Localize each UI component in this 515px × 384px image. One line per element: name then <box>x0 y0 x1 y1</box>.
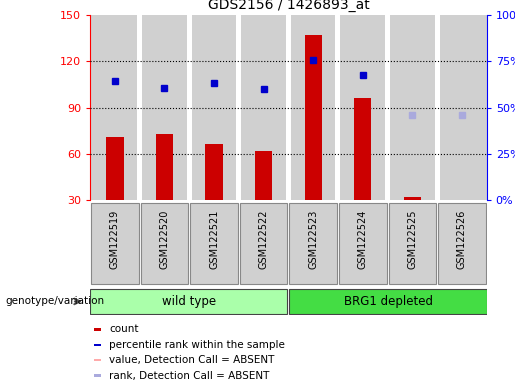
Bar <box>94 374 101 377</box>
Bar <box>437 15 487 200</box>
Bar <box>94 344 101 346</box>
Bar <box>289 290 487 313</box>
Text: value, Detection Call = ABSENT: value, Detection Call = ABSENT <box>109 355 274 365</box>
Bar <box>435 15 440 200</box>
Bar <box>140 15 189 200</box>
Bar <box>354 98 371 200</box>
Bar <box>189 15 239 200</box>
Bar <box>90 15 140 200</box>
Text: count: count <box>109 324 139 334</box>
Bar <box>255 151 272 200</box>
Bar <box>453 200 471 203</box>
Text: GSM122525: GSM122525 <box>407 210 417 269</box>
Bar <box>335 15 340 200</box>
Bar <box>106 137 124 200</box>
Bar <box>137 15 142 200</box>
Bar <box>286 15 291 200</box>
Bar <box>94 328 101 331</box>
Bar <box>288 15 338 200</box>
Bar <box>338 15 387 200</box>
Bar <box>140 15 189 200</box>
Text: GSM122520: GSM122520 <box>160 210 169 269</box>
Bar <box>190 203 238 285</box>
Bar <box>240 203 287 285</box>
Bar <box>385 15 390 200</box>
Bar <box>438 203 486 285</box>
Bar <box>339 203 387 285</box>
Bar <box>388 203 436 285</box>
Bar <box>236 15 242 200</box>
Bar <box>91 203 139 285</box>
Text: GSM122522: GSM122522 <box>259 210 269 269</box>
Bar <box>187 15 192 200</box>
Bar <box>437 15 487 200</box>
Bar <box>387 15 437 200</box>
Bar <box>239 15 288 200</box>
Title: GDS2156 / 1426893_at: GDS2156 / 1426893_at <box>208 0 369 12</box>
Text: GSM122524: GSM122524 <box>358 210 368 269</box>
Text: percentile rank within the sample: percentile rank within the sample <box>109 340 285 350</box>
Bar <box>141 203 188 285</box>
Text: genotype/variation: genotype/variation <box>5 296 104 306</box>
Text: GSM122523: GSM122523 <box>308 210 318 269</box>
Bar <box>338 15 387 200</box>
Text: GSM122519: GSM122519 <box>110 210 120 269</box>
Text: wild type: wild type <box>162 295 216 308</box>
Bar <box>304 35 322 200</box>
Bar <box>289 203 337 285</box>
Bar <box>387 15 437 200</box>
Bar <box>90 290 287 313</box>
Text: rank, Detection Call = ABSENT: rank, Detection Call = ABSENT <box>109 371 269 381</box>
Text: BRG1 depleted: BRG1 depleted <box>344 295 433 308</box>
Bar <box>156 134 173 200</box>
Bar <box>205 144 222 200</box>
Text: GSM122526: GSM122526 <box>457 210 467 269</box>
Text: GSM122521: GSM122521 <box>209 210 219 269</box>
Bar <box>239 15 288 200</box>
Bar <box>288 15 338 200</box>
Bar <box>90 15 140 200</box>
Bar <box>94 359 101 361</box>
Bar <box>189 15 239 200</box>
Bar <box>404 197 421 200</box>
